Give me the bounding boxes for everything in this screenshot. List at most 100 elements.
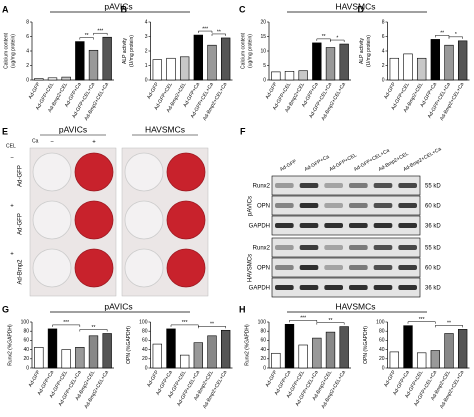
y-tick-label: 0 xyxy=(26,77,29,83)
band xyxy=(324,203,343,208)
bar xyxy=(389,57,400,81)
band xyxy=(275,223,294,228)
y-tick-label: 3 xyxy=(145,34,148,40)
significance-label: *** xyxy=(63,320,69,326)
y-tick-label: 1 xyxy=(145,63,148,69)
band xyxy=(349,265,368,270)
bar xyxy=(403,53,413,81)
well xyxy=(124,152,164,192)
y-tick-label: 6 xyxy=(26,34,29,40)
x-tick-label: Ad-GFP xyxy=(264,81,279,100)
bar xyxy=(102,36,112,81)
y-tick-label: 4 xyxy=(382,48,385,54)
group-title: pAVICs xyxy=(104,1,132,11)
band xyxy=(349,223,368,228)
lane-label: Ad-Bmp2+CEL+Ca xyxy=(402,146,442,173)
band xyxy=(349,285,368,290)
y-axis-label: (ug/mg protein) xyxy=(10,34,16,68)
band xyxy=(373,265,393,270)
significance-label: ** xyxy=(440,31,444,37)
y-tick-label: 80 xyxy=(260,329,266,335)
x-tick-label: Ad-GFP xyxy=(146,369,161,388)
y-tick-label: 40 xyxy=(379,347,385,353)
bar xyxy=(75,41,85,81)
band xyxy=(299,245,319,250)
bar xyxy=(430,350,441,369)
cel-sign: + xyxy=(10,204,14,210)
plate-title: pAVICs xyxy=(59,124,87,134)
band xyxy=(275,183,294,188)
bar xyxy=(389,351,400,369)
significance-bracket xyxy=(198,326,226,329)
cel-sign: + xyxy=(10,252,14,258)
significance-bracket xyxy=(52,324,81,327)
band xyxy=(324,245,343,250)
y-tick-label: 2 xyxy=(145,48,148,54)
well xyxy=(166,200,206,240)
size-label: 36 kD xyxy=(425,224,441,230)
band xyxy=(398,265,417,270)
panel-label: D xyxy=(358,4,365,14)
well xyxy=(166,248,206,288)
bar xyxy=(457,329,468,369)
bar xyxy=(47,328,58,369)
band xyxy=(299,223,319,228)
significance-bracket xyxy=(448,36,463,39)
y-tick-label: 5 xyxy=(263,63,266,69)
y-axis-label: ALP activity xyxy=(122,37,128,64)
cel-label: CEL xyxy=(6,143,16,149)
y-axis-label: Calcium content xyxy=(240,32,246,68)
y-tick-label: 15 xyxy=(260,34,266,40)
bar xyxy=(312,42,322,81)
ca-label: Ca xyxy=(32,138,39,144)
y-axis-label: (U/mg protein) xyxy=(366,35,372,67)
bar xyxy=(207,335,217,369)
group-title: pAVICs xyxy=(104,301,132,311)
protein-label: OPN xyxy=(257,204,270,210)
panel-label: B xyxy=(121,4,128,14)
x-tick-label: Ad-GFP xyxy=(264,369,279,388)
well xyxy=(74,200,114,240)
row-label: Ad-Bmp2 xyxy=(18,259,24,285)
size-label: 60 kD xyxy=(425,266,441,272)
band xyxy=(275,285,294,290)
panel-label: C xyxy=(239,4,246,14)
y-axis-label: (ug/mg protein) xyxy=(247,34,253,68)
y-tick-label: 8 xyxy=(382,19,385,25)
y-tick-label: 100 xyxy=(258,319,267,325)
bar xyxy=(47,77,58,81)
band xyxy=(373,203,393,208)
protein-label: GAPDH xyxy=(249,224,270,230)
well xyxy=(166,152,206,192)
protein-label: OPN xyxy=(257,266,270,272)
significance-bracket xyxy=(198,30,213,34)
band xyxy=(275,265,294,270)
band xyxy=(398,223,417,228)
y-tick-label: 20 xyxy=(260,19,266,25)
y-tick-label: 0 xyxy=(145,365,148,371)
bar xyxy=(312,337,322,369)
well xyxy=(32,200,72,240)
significance-label: ** xyxy=(210,322,214,328)
y-tick-label: 100 xyxy=(139,319,148,325)
significance-bracket xyxy=(435,325,463,328)
y-tick-label: 10 xyxy=(260,48,266,54)
y-tick-label: 100 xyxy=(21,319,30,325)
blot-strip xyxy=(271,237,421,258)
y-tick-label: 0 xyxy=(382,77,385,83)
x-tick-label: Ad-GFP xyxy=(383,369,398,388)
lane-label: Ad-GFP xyxy=(279,158,298,173)
bar xyxy=(179,354,190,369)
band xyxy=(324,223,343,228)
row-label: Ad-GFP xyxy=(18,213,24,235)
significance-bracket xyxy=(211,33,226,36)
significance-label: *** xyxy=(300,316,306,322)
well xyxy=(32,152,72,192)
y-tick-label: 40 xyxy=(142,347,148,353)
band xyxy=(299,285,319,290)
band xyxy=(349,183,368,188)
panel-label: E xyxy=(2,126,8,136)
y-tick-label: 0 xyxy=(382,365,385,371)
bar xyxy=(444,44,454,81)
y-axis-label: Calcium content xyxy=(3,32,9,68)
